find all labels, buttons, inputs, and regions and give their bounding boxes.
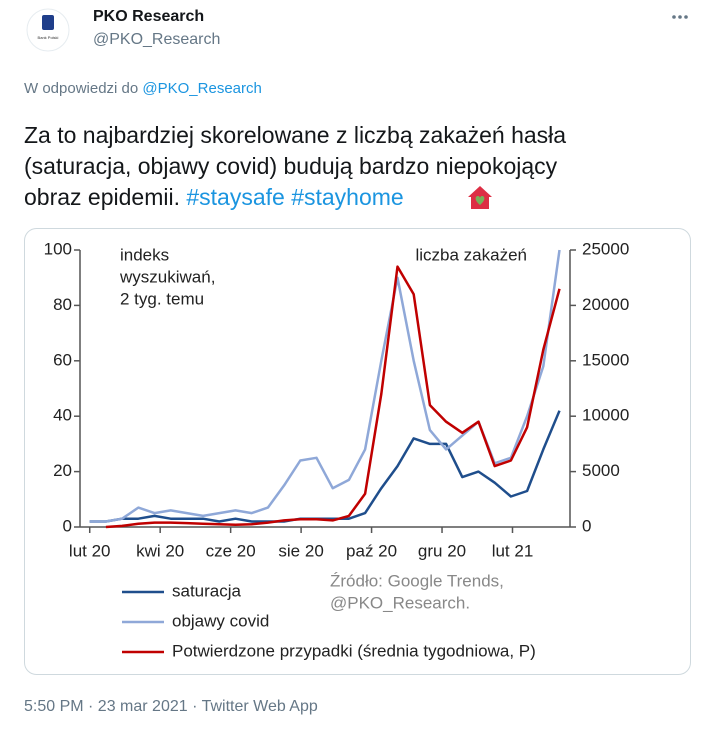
- annotation: wyszukiwań,: [119, 267, 215, 286]
- tweet-footer[interactable]: 5:50 PM · 23 mar 2021 · Twitter Web App: [24, 698, 318, 715]
- reply-prefix: W odpowiedzi do: [24, 80, 139, 97]
- x-tick-label: cze 20: [206, 541, 256, 560]
- reply-link[interactable]: @PKO_Research: [142, 80, 262, 97]
- avatar-label: Bank Polski: [38, 35, 59, 40]
- x-tick-label: paź 20: [346, 541, 397, 560]
- y-tick-label: 40: [53, 406, 72, 425]
- x-tick-label: kwi 20: [136, 541, 184, 560]
- y2-tick-label: 5000: [582, 461, 620, 480]
- text-line: (saturacja, objawy covid) budują bardzo …: [24, 153, 558, 179]
- legend-label: saturacja: [172, 581, 242, 600]
- annotation: liczba zakażeń: [415, 245, 527, 264]
- x-tick-label: lut 21: [492, 541, 534, 560]
- x-tick-label: gru 20: [418, 541, 466, 560]
- more-icon[interactable]: [672, 15, 688, 19]
- annotation: indeks: [120, 245, 169, 264]
- y-tick-label: 60: [53, 350, 72, 369]
- annotation: 2 tyg. temu: [120, 289, 204, 308]
- x-tick-label: lut 20: [69, 541, 111, 560]
- hashtag[interactable]: #stayhome: [291, 184, 404, 210]
- series-line: [105, 265, 561, 529]
- legend-label: objawy covid: [172, 611, 269, 630]
- hashtag[interactable]: #staysafe: [186, 184, 285, 210]
- annotation: @PKO_Research.: [330, 593, 470, 612]
- author-handle[interactable]: @PKO_Research: [93, 31, 221, 48]
- legend-label: Potwierdzone przypadki (średnia tygodnio…: [172, 641, 536, 660]
- text-line: Za to najbardziej skorelowane z liczbą z…: [24, 122, 567, 148]
- y2-tick-label: 25000: [582, 239, 629, 258]
- y2-tick-label: 0: [582, 516, 591, 535]
- text-line: obraz epidemii. #staysafe #stayhome: [24, 182, 566, 213]
- y-tick-label: 80: [53, 295, 72, 314]
- tweet-text: Za to najbardziej skorelowane z liczbą z…: [24, 120, 566, 213]
- y2-tick-label: 20000: [582, 295, 629, 314]
- y-tick-label: 100: [44, 239, 72, 258]
- house-emoji: [468, 186, 492, 209]
- x-tick-label: sie 20: [278, 541, 323, 560]
- y2-tick-label: 15000: [582, 350, 629, 369]
- card[interactable]: [24, 228, 691, 675]
- text-line: obraz epidemii.: [24, 184, 180, 210]
- y-tick-label: 0: [63, 516, 72, 535]
- annotation: Źródło: Google Trends,: [330, 571, 504, 590]
- chart: 0 20 40 60 80 100 0 5000 10000 15000 20000 25000 lut…: [44, 239, 630, 660]
- author-name[interactable]: PKO Research: [93, 8, 205, 25]
- y-tick-label: 20: [53, 461, 72, 480]
- reply-line: W odpowiedzi do @PKO_Research: [24, 80, 262, 97]
- y2-tick-label: 10000: [582, 406, 629, 425]
- series-line: [89, 410, 561, 523]
- logo: [42, 15, 54, 30]
